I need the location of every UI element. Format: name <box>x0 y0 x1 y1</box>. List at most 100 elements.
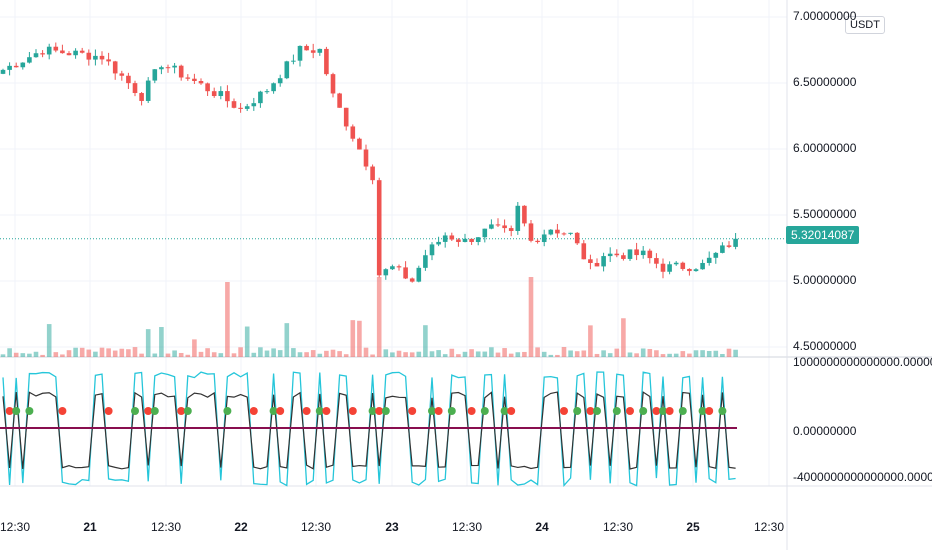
candle-body <box>119 73 125 76</box>
candle-body <box>264 91 270 93</box>
volume-bar <box>7 348 12 357</box>
candle-body <box>693 269 699 272</box>
volume-bar <box>159 327 164 357</box>
time-axis-label: 12:30 <box>150 520 182 534</box>
price-axis-label: 5.00000000 <box>793 273 857 287</box>
volume-bar <box>277 350 283 357</box>
candle-body <box>429 244 435 256</box>
candle-body <box>277 78 283 84</box>
volume-bar <box>449 348 455 357</box>
volume-bar <box>654 350 659 357</box>
volume-bar <box>112 350 118 357</box>
volume-bar <box>713 350 719 357</box>
volume-bar <box>264 350 270 357</box>
volume-bar <box>330 349 336 357</box>
candle-body <box>640 250 646 256</box>
volume-bar <box>528 277 534 357</box>
volume-bar <box>535 347 540 357</box>
volume-bar <box>363 347 369 357</box>
volume-bar <box>403 352 408 357</box>
candle-body <box>93 55 98 60</box>
volume-bar <box>594 353 600 357</box>
signal-dot <box>25 407 34 415</box>
volume-bar <box>574 351 580 357</box>
volume-bar <box>541 351 547 357</box>
candle-body <box>680 262 686 269</box>
candle-body <box>244 106 250 109</box>
candle-body <box>581 243 587 260</box>
signal-dot <box>381 407 390 415</box>
candle-body <box>469 238 474 242</box>
candle-body <box>86 52 92 60</box>
time-axis-label: 22 <box>234 520 248 534</box>
volume-bar <box>475 351 481 357</box>
volume-bar <box>409 352 415 357</box>
candle-body <box>343 107 349 127</box>
time-axis-label: 12:30 <box>0 520 31 534</box>
time-axis-label: 12:30 <box>753 520 785 534</box>
candle-body <box>211 91 217 97</box>
signal-dot <box>12 407 21 415</box>
candle-body <box>541 234 547 243</box>
candle-body <box>192 78 197 82</box>
signal-dot <box>500 407 509 415</box>
volume-bar <box>317 353 323 357</box>
candle-body <box>561 233 567 235</box>
volume-bar <box>522 351 527 357</box>
volume-bar <box>687 353 692 357</box>
candle-body <box>258 91 263 104</box>
volume-bar <box>726 348 732 357</box>
candle-body <box>594 262 600 267</box>
volume-bar <box>185 354 191 357</box>
candle-body <box>33 53 39 58</box>
signal-dot <box>302 407 311 415</box>
candle-body <box>489 224 494 229</box>
indicator-axis-label: -4000000000000000.00000000 <box>793 470 932 484</box>
signal-dot <box>639 407 648 415</box>
volume-bar <box>376 277 382 357</box>
signal-dot <box>705 407 714 415</box>
signal-dot <box>467 407 476 415</box>
signal-dot <box>223 407 232 415</box>
candle-body <box>324 48 329 75</box>
volume-bar <box>588 325 593 357</box>
candle-body <box>423 255 428 268</box>
volume-bar <box>555 354 560 357</box>
candle-body <box>79 50 85 53</box>
candle-body <box>363 149 369 167</box>
volume-bar <box>20 353 26 357</box>
signal-dot <box>573 407 582 415</box>
candle-body <box>53 46 59 51</box>
volume-bar <box>700 350 705 357</box>
candle-body <box>502 225 507 229</box>
candle-body <box>112 61 118 74</box>
currency-button[interactable]: USDT <box>845 16 885 34</box>
volume-bar <box>581 350 587 357</box>
signal-dot <box>322 407 331 415</box>
volume-bar <box>423 325 428 357</box>
candle-body <box>376 180 382 276</box>
signal-dot <box>560 407 568 415</box>
volume-bar <box>211 352 217 357</box>
volume-bar <box>667 353 672 357</box>
candle-body <box>126 75 131 84</box>
candle-body <box>0 69 6 74</box>
volume-bar <box>238 347 243 357</box>
volume-bar <box>99 347 105 357</box>
candle-body <box>449 235 455 240</box>
candle-body <box>528 223 534 241</box>
candle-body <box>396 266 402 268</box>
volume-bar <box>46 324 52 357</box>
candle-body <box>27 57 32 63</box>
volume-bar <box>568 350 573 357</box>
signal-dot <box>150 407 159 415</box>
time-axis-label: 12:30 <box>451 520 483 534</box>
volume-bar <box>621 318 626 357</box>
volume-bar <box>324 350 329 357</box>
volume-bar <box>178 352 184 357</box>
volume-bar <box>284 323 290 357</box>
candle-body <box>568 232 573 234</box>
candle-body <box>634 249 639 256</box>
volume-bar <box>561 347 567 357</box>
